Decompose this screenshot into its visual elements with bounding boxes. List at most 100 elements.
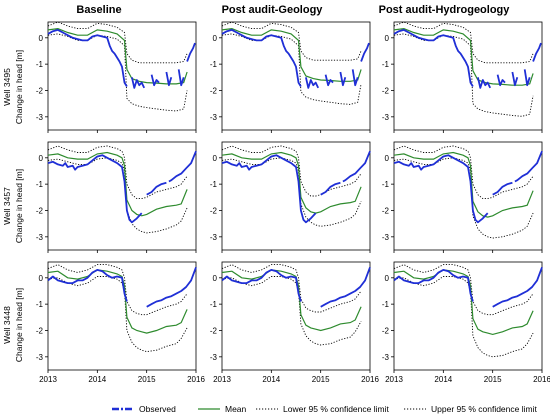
series-lower-confidence: [47, 276, 188, 353]
y-tick-label: -2: [382, 326, 390, 335]
y-tick-label: 0: [385, 154, 390, 163]
y-tick-label: 0: [39, 154, 44, 163]
panels: 0 -1 -2 -3 0 -1 -2 -3 0 -1 -2 -3 0 -1 -2 -3 0 -1 -2 -3 0 -1 -2…: [36, 21, 550, 384]
series-mean: [221, 151, 362, 214]
y-tick-label: -1: [210, 60, 218, 69]
series-observed: [47, 28, 128, 87]
panel-r3-c3: 0 -1 -2 -3 2013 2014 2015 2016: [382, 261, 550, 384]
y-tick-label: -2: [36, 206, 44, 215]
y-tick-label: -3: [36, 353, 44, 362]
series-observed: [320, 266, 371, 308]
series-observed: [360, 42, 370, 62]
x-tick-label: 2014: [88, 375, 106, 384]
series-lower-confidence: [47, 157, 188, 234]
series-observed: [393, 154, 489, 224]
panel-r1-c2: 0 -1 -2 -3: [210, 21, 371, 133]
panel-r1-c1: 0 -1 -2 -3: [36, 21, 197, 133]
column-title-geology: Post audit-Geology: [222, 4, 324, 16]
y-tick-label: -2: [210, 326, 218, 335]
y-tick-label: -1: [382, 180, 390, 189]
series-upper-confidence: [393, 21, 534, 64]
series-observed: [532, 42, 542, 62]
series-observed: [342, 150, 371, 183]
y-tick-label: -2: [382, 86, 390, 95]
series-observed: [47, 154, 143, 224]
legend: Observed Mean Lower 95 % confidence limi…: [112, 404, 537, 414]
y-tick-label: 0: [385, 34, 390, 43]
panel-frame: [393, 141, 543, 251]
y-tick-label: -1: [36, 300, 44, 309]
legend-label-observed: Observed: [139, 404, 176, 414]
panel-frame: [47, 141, 197, 251]
row-label-well-3457: Well 3457: [2, 187, 12, 225]
y-tick-label: 0: [385, 274, 390, 283]
x-tick-label: 2013: [39, 375, 57, 384]
series-observed: [393, 268, 474, 302]
row-label-well-3448: Well 3448: [2, 306, 12, 344]
y-tick-label: -3: [36, 233, 44, 242]
y-tick-label: -1: [382, 300, 390, 309]
series-observed: [351, 69, 359, 87]
series-observed: [221, 154, 317, 224]
series-observed: [477, 77, 492, 89]
series-upper-confidence: [47, 264, 188, 316]
panel-frame: [221, 21, 371, 131]
x-tick-label: 2014: [434, 375, 452, 384]
series-upper-confidence: [221, 264, 362, 313]
y-tick-label: 0: [213, 34, 218, 43]
panel-frame: [221, 141, 371, 251]
y-tick-label: -2: [210, 206, 218, 215]
row-labels: Well 3495 Change in head [m] Well 3457 C…: [2, 50, 24, 362]
legend-label-upper: Upper 95 % confidence limit: [431, 404, 537, 414]
y-tick-label: -2: [36, 326, 44, 335]
series-lower-confidence: [393, 33, 534, 117]
legend-item-lower: Lower 95 % confidence limit: [256, 404, 389, 414]
x-tick-label: 2013: [213, 375, 231, 384]
column-title-hydrogeology: Post audit-Hydrogeology: [379, 4, 511, 16]
panel-r3-c1: 0 -1 -2 -3 2013 2014 2015 2016: [36, 261, 205, 384]
series-observed: [186, 42, 196, 62]
x-tick-label: 2016: [187, 375, 205, 384]
x-tick-label: 2016: [533, 375, 550, 384]
y-tick-label: 0: [39, 274, 44, 283]
x-tick-label: 2015: [138, 375, 156, 384]
series-upper-confidence: [221, 21, 362, 61]
series-upper-confidence: [393, 264, 534, 316]
y-tick-label: -2: [382, 206, 390, 215]
y-tick-label: 0: [213, 274, 218, 283]
y-tick-label: -1: [210, 300, 218, 309]
column-titles: Baseline Post audit-Geology Post audit-H…: [76, 4, 510, 16]
ylabel-row-2: Change in head [m]: [14, 169, 24, 243]
ylabel-row-1: Change in head [m]: [14, 50, 24, 124]
series-observed: [168, 150, 197, 183]
series-lower-confidence: [47, 33, 188, 112]
series-observed: [150, 74, 160, 87]
legend-item-mean: Mean: [198, 404, 247, 414]
ylabel-row-3: Change in head [m]: [14, 288, 24, 362]
series-upper-confidence: [47, 21, 188, 64]
panel-r2-c2: 0 -1 -2 -3: [210, 141, 371, 253]
series-lower-confidence: [221, 276, 362, 346]
x-tick-label: 2015: [312, 375, 330, 384]
panel-r3-c2: 0 -1 -2 -3 2013 2014 2015 2016: [210, 261, 379, 384]
panel-frame: [393, 261, 543, 371]
y-tick-label: -3: [210, 113, 218, 122]
y-tick-label: -1: [210, 180, 218, 189]
y-tick-label: -2: [210, 86, 218, 95]
series-observed: [177, 69, 185, 87]
series-lower-confidence: [393, 276, 534, 358]
panel-frame: [221, 261, 371, 371]
x-tick-label: 2016: [361, 375, 379, 384]
series-mean: [393, 151, 534, 218]
series-mean: [47, 151, 188, 217]
series-lower-confidence: [221, 33, 362, 105]
series-observed: [146, 266, 197, 308]
series-observed: [393, 28, 474, 87]
x-tick-label: 2013: [385, 375, 403, 384]
y-tick-label: -1: [382, 60, 390, 69]
y-tick-label: 0: [39, 34, 44, 43]
series-observed: [496, 74, 506, 87]
legend-label-lower: Lower 95 % confidence limit: [283, 404, 389, 414]
y-tick-label: -3: [382, 353, 390, 362]
panel-frame: [47, 21, 197, 131]
